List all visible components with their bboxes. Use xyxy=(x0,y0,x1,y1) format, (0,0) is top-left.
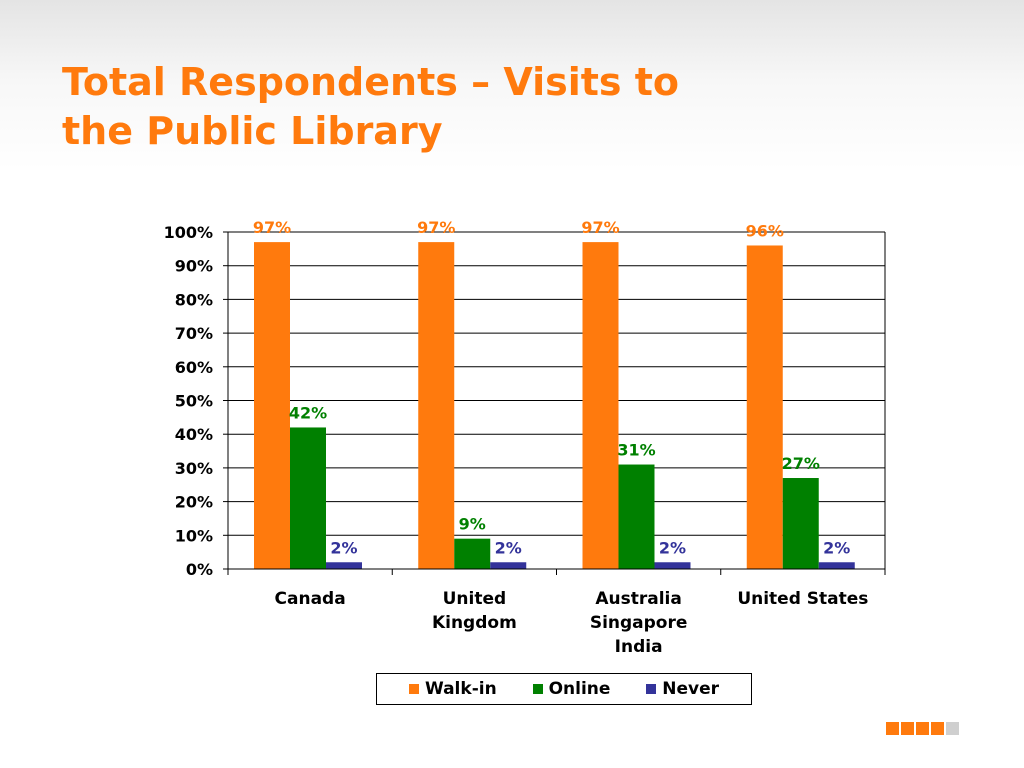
bar-never xyxy=(326,562,362,569)
bar-walk-in xyxy=(254,242,290,570)
data-label: 2% xyxy=(330,538,357,557)
y-tick-label: 50% xyxy=(175,392,213,411)
x-category-label: United States xyxy=(737,589,868,609)
chart-legend: Walk-in Online Never xyxy=(376,673,752,705)
bar-walk-in xyxy=(582,242,619,570)
y-tick-label: 70% xyxy=(175,324,213,343)
x-category-label: India xyxy=(615,637,663,657)
data-label: 31% xyxy=(617,441,655,460)
data-label: 97% xyxy=(417,218,455,237)
bar-walk-in xyxy=(418,242,455,570)
slide-title: Total Respondents – Visits to the Public… xyxy=(62,58,822,156)
y-tick-label: 80% xyxy=(175,290,213,309)
bar-never xyxy=(490,562,527,569)
bar-online xyxy=(454,538,491,569)
x-category-label: Kingdom xyxy=(432,613,517,633)
legend-label-online: Online xyxy=(548,679,611,699)
legend-swatch-never xyxy=(646,684,657,694)
deco-square xyxy=(916,722,929,735)
y-tick-label: 60% xyxy=(175,358,213,377)
bar-never xyxy=(654,562,691,569)
bar-online xyxy=(290,427,326,569)
slide-title-line-2: the Public Library xyxy=(62,109,443,153)
bar-online xyxy=(782,478,819,569)
x-category-label: Australia xyxy=(595,589,682,609)
data-label: 27% xyxy=(782,454,820,473)
y-tick-label: 30% xyxy=(175,459,213,478)
y-tick-label: 40% xyxy=(175,425,213,444)
legend-item-walk-in: Walk-in xyxy=(408,679,497,699)
legend-swatch-online xyxy=(532,684,543,694)
bar-never xyxy=(818,562,855,569)
deco-square xyxy=(886,722,899,735)
data-label: 97% xyxy=(581,218,619,237)
slide-title-line-1: Total Respondents – Visits to xyxy=(62,60,680,104)
data-label: 2% xyxy=(495,538,522,557)
x-category-label: Canada xyxy=(275,589,346,609)
y-tick-label: 0% xyxy=(186,560,213,579)
y-tick-label: 90% xyxy=(175,257,213,276)
data-label: 9% xyxy=(459,515,486,534)
data-label: 2% xyxy=(659,538,686,557)
deco-square xyxy=(931,722,944,735)
data-label: 96% xyxy=(746,221,784,240)
y-tick-label: 10% xyxy=(175,526,213,545)
deco-square xyxy=(901,722,914,735)
legend-label-never: Never xyxy=(662,679,720,699)
bar-walk-in xyxy=(746,245,783,570)
legend-item-online: Online xyxy=(532,679,611,699)
data-label: 2% xyxy=(823,538,850,557)
x-category-label: United xyxy=(443,589,507,609)
slide-decoration xyxy=(886,722,959,735)
data-label: 42% xyxy=(289,403,327,422)
legend-item-never: Never xyxy=(646,679,719,699)
y-tick-label: 100% xyxy=(164,223,213,242)
y-tick-label: 20% xyxy=(175,493,213,512)
x-category-label: Singapore xyxy=(590,613,688,633)
bar-online xyxy=(618,464,655,569)
legend-label-walk-in: Walk-in xyxy=(424,679,497,699)
data-label: 97% xyxy=(253,218,291,237)
deco-square xyxy=(946,722,959,735)
legend-swatch-walk-in xyxy=(408,684,419,694)
